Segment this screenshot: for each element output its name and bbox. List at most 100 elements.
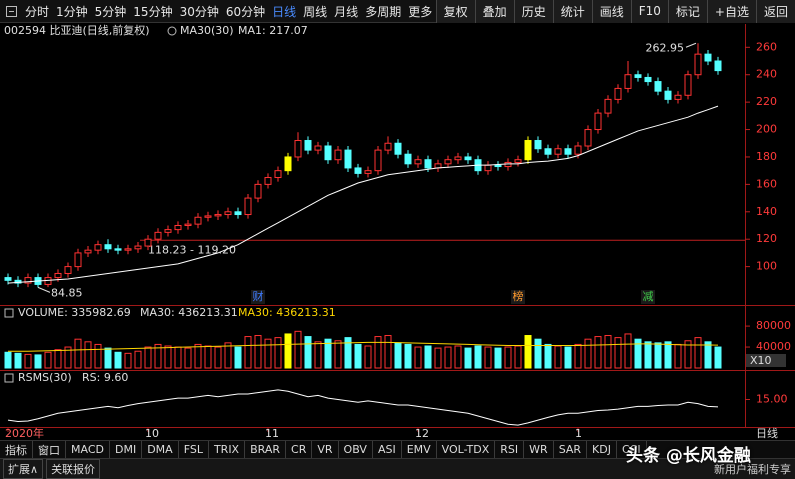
period-tab[interactable]: 15分钟 xyxy=(133,4,173,19)
bottom-bar: 扩展∧ 关联报价 新用户福利专享 xyxy=(0,458,795,479)
bottom-button[interactable]: 扩展∧ xyxy=(3,459,44,479)
indicator-tab[interactable]: WR xyxy=(524,441,554,458)
menu-icon[interactable] xyxy=(6,5,17,17)
candle-body xyxy=(394,142,402,155)
volume-bar xyxy=(694,337,702,369)
action-button[interactable]: 统计 xyxy=(552,0,592,23)
volume-bar xyxy=(704,341,712,369)
rsms-line xyxy=(7,389,719,426)
candle-body xyxy=(574,145,582,155)
volume-bar xyxy=(74,338,82,369)
y-tick-label: 140 xyxy=(756,205,777,218)
volume-bar xyxy=(604,335,612,369)
candle-body xyxy=(174,224,182,231)
action-button[interactable]: 历史 xyxy=(513,0,553,23)
stock-title: 002594 比亚迪(日线,前复权) xyxy=(4,23,150,37)
action-button[interactable]: 叠加 xyxy=(474,0,514,23)
volume-ma-line xyxy=(8,341,719,352)
candle-body xyxy=(234,211,242,216)
candle-body xyxy=(664,90,672,100)
candle-body xyxy=(654,81,662,92)
candle-body xyxy=(504,161,512,168)
volume-bar xyxy=(84,341,92,369)
action-button[interactable]: +自选 xyxy=(706,0,756,23)
x-tick-label: 12 xyxy=(415,427,429,440)
action-buttons: 复权 叠加 历史 统计 画线 F10 标记 +自选 返回 xyxy=(435,0,795,23)
indicator-tab[interactable]: VR xyxy=(312,441,339,458)
candle-body xyxy=(344,149,352,169)
indicator-tab[interactable]: EMV xyxy=(402,441,437,458)
chart: 002594 比亚迪(日线,前复权) MA30(30) MA1: 217.07 … xyxy=(0,23,795,440)
candle-body xyxy=(114,248,122,251)
indicator-tab[interactable]: DMA xyxy=(142,441,179,458)
period-tab[interactable]: 5分钟 xyxy=(94,4,127,19)
promo[interactable]: 新用户福利专享 xyxy=(714,463,791,476)
indicator-tab[interactable]: CR xyxy=(286,441,313,458)
volume-bar xyxy=(584,338,592,369)
indicator-tab[interactable]: FSL xyxy=(179,441,209,458)
indicator-tab[interactable]: 窗口 xyxy=(33,441,66,458)
period-tab[interactable]: 日线 xyxy=(272,4,297,19)
volume-title: VOLUME: 335982.69 xyxy=(18,306,131,319)
settings-icon[interactable] xyxy=(167,26,177,36)
candle-body xyxy=(274,170,282,179)
candle-body xyxy=(74,252,82,268)
x-tick-label: 1 xyxy=(575,427,582,440)
indicator-tab[interactable]: MACD xyxy=(66,441,110,458)
period-tab[interactable]: 周线 xyxy=(303,4,328,19)
volume-bar xyxy=(264,338,272,369)
indicator-tab[interactable]: 指标 xyxy=(0,441,33,458)
volume-bar xyxy=(34,354,42,369)
volume-bar xyxy=(244,336,252,369)
x-tick-label: 10 xyxy=(145,427,159,440)
volume-bar xyxy=(144,346,152,369)
candle-body xyxy=(254,183,262,199)
candle-body xyxy=(164,229,172,233)
indicator-tab[interactable]: OBV xyxy=(339,441,373,458)
volume-unit: X10 xyxy=(750,354,772,367)
indicator-tab[interactable]: RSI xyxy=(495,441,525,458)
action-button[interactable]: 返回 xyxy=(755,0,795,23)
indicator-tab[interactable]: SAR xyxy=(554,441,588,458)
indicator-tab[interactable]: DMI xyxy=(110,441,143,458)
action-button[interactable]: 复权 xyxy=(435,0,475,23)
volume-bar xyxy=(684,340,692,369)
indicator-tab[interactable]: TRIX xyxy=(209,441,246,458)
candle-body xyxy=(354,167,362,174)
volume-bar xyxy=(394,342,402,369)
action-button[interactable]: 标记 xyxy=(667,0,707,23)
panel-icon[interactable] xyxy=(4,373,14,383)
panel-icon[interactable] xyxy=(4,308,14,318)
indicator-tab[interactable]: ASI xyxy=(373,441,402,458)
period-tab[interactable]: 1分钟 xyxy=(56,4,88,19)
period-tab[interactable]: 60分钟 xyxy=(225,4,266,19)
event-box xyxy=(251,290,265,304)
volume-bar xyxy=(514,345,522,369)
indicator-tab[interactable]: VOL-TDX xyxy=(437,441,496,458)
action-button[interactable]: 画线 xyxy=(591,0,631,23)
period-tab[interactable]: 更多 xyxy=(408,4,433,19)
period-tab[interactable]: 分时 xyxy=(25,4,50,19)
range-label: 118.23 - 119.20 xyxy=(148,243,236,256)
volume-bar xyxy=(564,346,572,369)
volume-bar xyxy=(314,341,322,369)
candle-body xyxy=(194,216,202,225)
period-tab[interactable]: 多周期 xyxy=(365,4,402,19)
period-tab[interactable]: 月线 xyxy=(334,4,359,19)
candle-body xyxy=(644,76,652,83)
y-tick-label: 200 xyxy=(756,123,777,136)
candle-body xyxy=(624,74,632,89)
event-marker: 榜 xyxy=(513,289,524,303)
volume-bar xyxy=(594,336,602,369)
candle-body xyxy=(714,60,722,72)
bottom-button[interactable]: 关联报价 xyxy=(46,459,101,479)
candle-body xyxy=(414,159,422,165)
indicator-tab[interactable]: BRAR xyxy=(245,441,287,458)
candle-body xyxy=(674,94,682,100)
period-tab[interactable]: 30分钟 xyxy=(179,4,219,19)
y-tick-label: 80000 xyxy=(756,319,791,332)
indicator-tab[interactable]: KDJ xyxy=(587,441,617,458)
indicator-tab[interactable]: CCI xyxy=(617,441,647,458)
volume-bar xyxy=(4,351,12,369)
action-button[interactable]: F10 xyxy=(630,0,668,23)
